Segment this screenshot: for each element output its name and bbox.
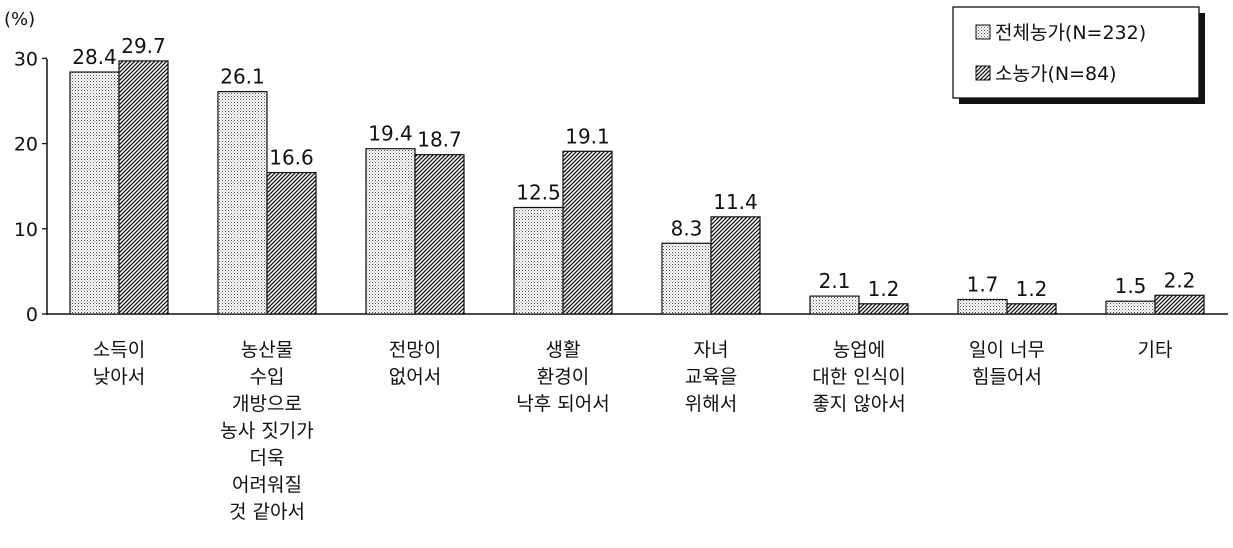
category-label-2-line-5: 더욱 <box>250 447 285 469</box>
category-label-5-line-1: 자녀 <box>694 339 729 361</box>
bar-series-1-1 <box>69 71 120 315</box>
data-labels-group: 28.4 26.1 19.4 12.5 8.3 2.1 1.7 1.5 29.7 16.6 18.7… <box>72 34 1195 301</box>
data-label-series-1-5: 8.3 <box>671 216 703 240</box>
legend: 전체농가(N=232) 소농가(N=84) <box>952 6 1205 104</box>
bar-series-2-5 <box>710 216 761 315</box>
bar-series-1-4 <box>513 206 564 315</box>
data-label-series-2-1: 29.7 <box>121 34 166 58</box>
bar-series-1-2 <box>217 91 268 315</box>
data-label-series-2-7: 1.2 <box>1016 277 1048 301</box>
bar-series-2-7 <box>1006 303 1057 315</box>
bar-series-2-2 <box>266 171 317 315</box>
data-label-series-2-3: 18.7 <box>417 128 462 152</box>
category-label-4-line-1: 생활 <box>546 339 581 361</box>
data-label-series-2-5: 11.4 <box>713 190 758 214</box>
category-label-7-line-2: 힘들어서 <box>972 366 1042 388</box>
data-label-series-1-7: 1.7 <box>967 273 999 297</box>
y-axis-unit-label: (%) <box>4 9 35 30</box>
legend-swatch-series-1 <box>975 24 991 40</box>
bar-series-1-3 <box>365 148 416 315</box>
bar-series-1-5 <box>661 242 712 315</box>
bar-series-2-6 <box>858 303 909 315</box>
category-label-3-line-2: 없어서 <box>389 366 441 388</box>
category-label-6-line-1: 농업에 <box>833 339 885 361</box>
y-tick-label: 30 <box>14 48 38 70</box>
category-label-4-line-2: 환경이 <box>537 366 589 388</box>
data-label-series-2-4: 19.1 <box>565 124 610 148</box>
y-axis-ticks: 0 10 20 30 <box>14 48 47 326</box>
bar-series-1-8 <box>1105 300 1156 315</box>
legend-swatch-series-2 <box>975 65 991 81</box>
category-label-3-line-1: 전망이 <box>389 339 441 361</box>
data-label-series-2-6: 1.2 <box>868 277 900 301</box>
bar-series-2-3 <box>414 154 465 315</box>
data-label-series-1-6: 2.1 <box>819 269 851 293</box>
category-label-4-line-3: 낙후 되어서 <box>516 393 609 415</box>
legend-box <box>952 6 1200 99</box>
y-tick-label: 0 <box>26 304 38 326</box>
category-label-2-line-1: 농산물 <box>241 339 293 361</box>
category-label-5-line-3: 위해서 <box>685 393 737 415</box>
category-label-2-line-4: 농사 짓기가 <box>220 420 313 442</box>
category-label-2-line-7: 것 같아서 <box>229 501 305 523</box>
legend-label-series-1: 전체농가(N=232) <box>995 22 1146 44</box>
legend-label-series-2: 소농가(N=84) <box>995 63 1117 85</box>
category-label-8-line-1: 기타 <box>1138 339 1173 361</box>
bar-series-2-8 <box>1154 294 1205 315</box>
y-tick-label: 10 <box>14 219 38 241</box>
y-tick-label: 20 <box>14 134 38 156</box>
data-label-series-1-1: 28.4 <box>72 45 117 69</box>
category-label-2-line-3: 개방으로 <box>232 393 302 415</box>
bar-series-group <box>69 60 1205 315</box>
category-label-6-line-3: 좋지 않아서 <box>812 393 905 415</box>
category-label-1-line-1: 소득이 <box>93 339 145 361</box>
category-label-2-line-2: 수입 <box>250 366 285 388</box>
category-label-1-line-2: 낮아서 <box>93 366 145 388</box>
bar-series-2-4 <box>562 150 613 315</box>
data-label-series-1-8: 1.5 <box>1115 274 1147 298</box>
category-label-2-line-6: 어려워질 <box>232 474 302 496</box>
data-label-series-1-3: 19.4 <box>368 122 413 146</box>
bar-series-1-7 <box>957 298 1008 315</box>
bar-series-2-1 <box>118 60 169 315</box>
category-label-5-line-2: 교육을 <box>685 366 737 388</box>
data-label-series-1-2: 26.1 <box>220 65 265 89</box>
category-label-6-line-2: 대한 인식이 <box>812 366 905 388</box>
bar-series-1-6 <box>809 295 860 315</box>
category-label-7-line-1: 일이 너무 <box>969 339 1045 361</box>
data-label-series-2-8: 2.2 <box>1164 268 1196 292</box>
data-label-series-2-2: 16.6 <box>269 146 314 170</box>
data-label-series-1-4: 12.5 <box>516 181 561 205</box>
